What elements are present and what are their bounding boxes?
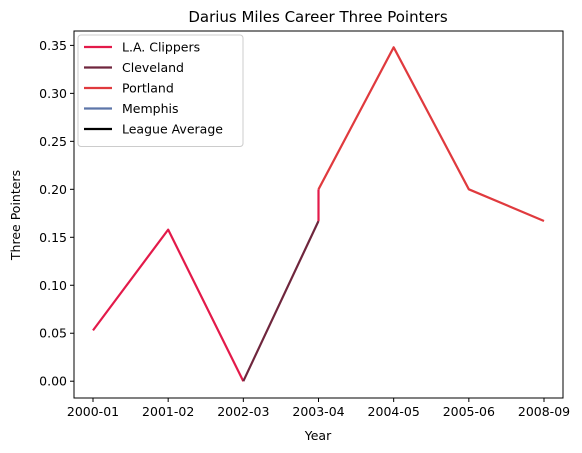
legend-label: Portland [122,81,174,96]
y-tick-label: 0.05 [39,326,67,341]
x-tick-label: 2008-09 [518,404,570,419]
series-line-portland [317,46,545,222]
legend-label: League Average [122,122,223,137]
series-line-cleveland [242,220,320,382]
y-tick-label: 0.25 [39,134,67,149]
y-tick-label: 0.35 [39,38,67,53]
legend-label: Memphis [122,101,179,116]
x-tick-label: 2000-01 [67,404,119,419]
y-tick-label: 0.30 [39,86,67,101]
x-tick-label: 2003-04 [292,404,344,419]
y-axis-title: Three Pointers [8,170,23,261]
y-tick-label: 0.00 [39,374,67,389]
y-tick-label: 0.10 [39,278,67,293]
x-tick-label: 2001-02 [142,404,194,419]
series-line-l-a-clippers [92,228,245,382]
legend-label: Cleveland [122,60,184,75]
legend-box [77,34,244,147]
x-axis-title: Year [304,428,332,443]
axes-layer: 2000-01 2001-02 2002-03 2003-04 2004-05 2005-… [39,30,570,419]
x-tick-label: 2004-05 [368,404,420,419]
y-tick-label: 0.20 [39,182,67,197]
y-tick-label: 0.15 [39,230,67,245]
chart-title: Darius Miles Career Three Pointers [188,8,448,26]
series-layer [92,46,545,382]
legend: L.A. Clippers Cleveland Portland Memphis Lea… [77,34,244,147]
legend-label: L.A. Clippers [122,40,200,55]
x-tick-label: 2002-03 [217,404,269,419]
x-tick-label: 2005-06 [443,404,495,419]
